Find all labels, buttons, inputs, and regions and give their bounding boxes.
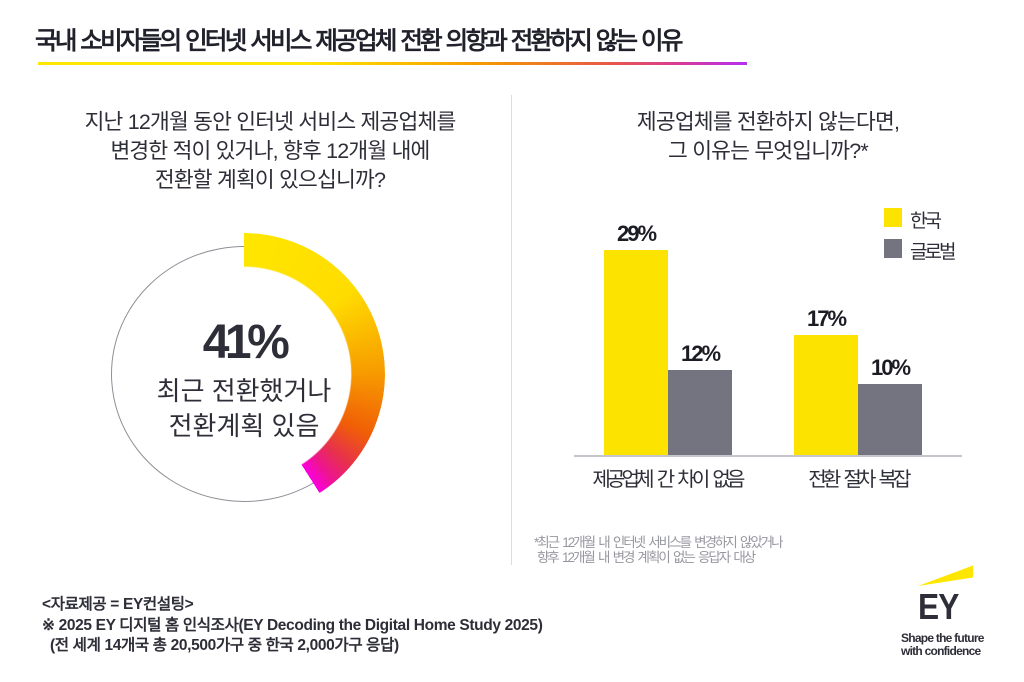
- ey-wordmark: EY: [918, 586, 959, 627]
- footnote-line1: *최근 12개월 내 인터넷 서비스를 변경하지 않았거나: [534, 535, 784, 550]
- footnote-line2: 향후 12개월 내 변경 계획이 없는 응답자 대상: [537, 549, 756, 565]
- category-label-1: 제공업체 간 차이 없음: [592, 469, 745, 491]
- source-study: ※ 2025 EY 디지털 홈 인식조사(EY Decoding the Dig…: [42, 616, 543, 634]
- x-axis-baseline: [574, 455, 962, 457]
- source-sample: (전 세계 14개국 총 20,500가구 중 한국 2,000가구 응답): [50, 637, 399, 654]
- bar-korea-group1: [604, 250, 668, 455]
- donut-gradient-arc: [103, 233, 385, 515]
- category-label-2: 전환 절차 복잡: [808, 469, 911, 491]
- right-question: 제공업체를 전환하지 않는다면, 그 이유는 무엇입니까?*: [636, 110, 900, 163]
- ey-tagline: Shape the future with confidence: [901, 630, 984, 658]
- chart-footnote: *최근 12개월 내 인터넷 서비스를 변경하지 않았거나 향후 12개월 내 …: [534, 535, 784, 565]
- bar-value-korea-group2: 17%: [806, 306, 847, 331]
- title-underline: [38, 62, 747, 65]
- legend-label-global: 글로벌: [910, 242, 956, 263]
- source-credit: <자료제공 = EY컨설팅>: [42, 596, 194, 613]
- bar-global-group2: [858, 384, 922, 455]
- bar-global-group1: [668, 370, 732, 455]
- ey-beam-icon: [918, 565, 973, 586]
- left-question: 지난 12개월 동안 인터넷 서비스 제공업체를 변경한 적이 있거나, 향후 …: [84, 110, 457, 192]
- bar-value-global-group1: 12%: [680, 341, 721, 366]
- bar-korea-group2: [794, 335, 858, 455]
- ey-logo: EY Shape the future with confidence: [893, 560, 993, 665]
- legend-swatch-global: [884, 239, 902, 258]
- panel-divider: [511, 95, 512, 565]
- source-block: <자료제공 = EY컨설팅> ※ 2025 EY 디지털 홈 인식조사(EY D…: [42, 595, 543, 657]
- bar-chart: 29% 12% 17% 10%: [574, 200, 962, 457]
- donut-chart: 41% 최근 전환했거나 전환계획 있음: [103, 233, 385, 515]
- donut-caption: 최근 전환했거나 전환계획 있음: [156, 375, 332, 441]
- page-title: 국내 소비자들의 인터넷 서비스 제공업체 전환 의향과 전환하지 않는 이유: [35, 28, 683, 55]
- legend-swatch-korea: [884, 208, 902, 227]
- legend-label-korea: 한국: [910, 211, 942, 232]
- bar-value-global-group2: 10%: [870, 355, 911, 380]
- donut-value-label: 41%: [202, 316, 290, 369]
- donut-center-text: 41% 최근 전환했거나 전환계획 있음: [63, 316, 425, 444]
- bar-value-korea-group1: 29%: [616, 221, 657, 246]
